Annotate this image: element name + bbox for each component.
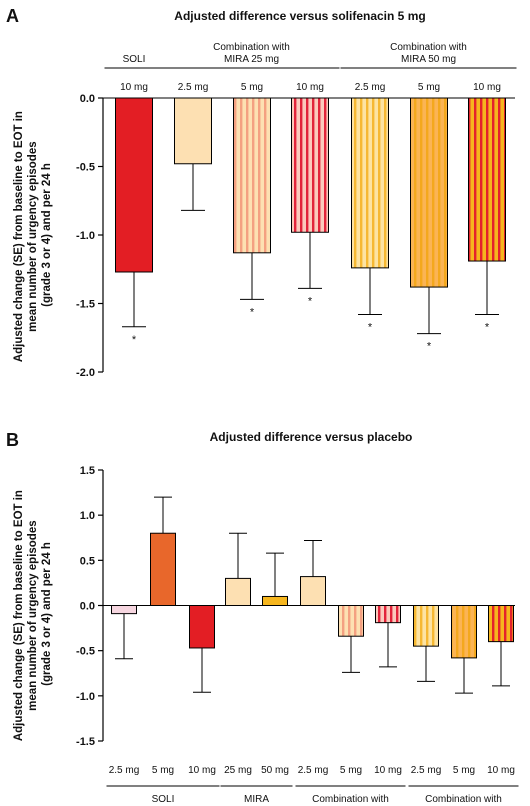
panel-b-y-tick-label: 1.5 [80, 465, 95, 477]
panel-b-bar [225, 577, 251, 607]
panel-a-bar [468, 97, 506, 262]
panel-a-bar [115, 97, 153, 273]
panel-b-dose-label: 10 mg [188, 765, 216, 776]
panel-a-group-label: SOLI [123, 54, 146, 65]
panel-a-bar [233, 97, 271, 254]
panel-b-bar [111, 605, 137, 615]
panel-b-ylabel: Adjusted change (SE) from baseline to EO… [13, 487, 53, 741]
panel-a-title: Adjusted difference versus solifenacin 5… [174, 9, 425, 23]
panel-b-y-tick-label: 0.0 [80, 601, 95, 613]
panel-a-y-tick-label: -1.0 [76, 230, 95, 242]
panel-a-bar [174, 97, 212, 165]
panel-b-y-tick-label: -1.5 [76, 736, 95, 748]
panel-a-dose-label: 5 mg [418, 82, 440, 93]
panel-a-bar [410, 97, 448, 288]
panel-b-dose-label: 25 mg [224, 765, 252, 776]
panel-b-dose-label: 2.5 mg [411, 765, 442, 776]
panel-b-label: B [6, 430, 19, 450]
panel-a-group-label: MIRA 50 mg [401, 54, 456, 65]
panel-b-dose-label: 50 mg [261, 765, 289, 776]
panel-b-bar [451, 605, 477, 659]
panel-a-dose-label: 5 mg [241, 82, 263, 93]
panel-a-group-label: MIRA 25 mg [224, 54, 279, 65]
panel-b-dose-label: 5 mg [453, 765, 475, 776]
panel-b-bar [488, 605, 514, 643]
panel-a-dose-label: 2.5 mg [178, 82, 209, 93]
panel-b-chart: 1.5 1.0 0.5 0.0 -0.5 -1.0 -1.5 2.5 mg 5 mg 10 mg 2… [76, 465, 519, 805]
panel-a-significance-mark: * [368, 321, 373, 333]
panel-a-label: A [6, 6, 19, 26]
panel-a-chart: 0.0 -0.5 -1.0 -1.5 -2.0 * 10 mg 2.5 mg * 5 mg * 10 … [76, 42, 517, 379]
panel-a-significance-mark: * [485, 321, 490, 333]
panel-a-bar [351, 97, 389, 269]
panel-a-y-tick-label: -1.5 [76, 299, 95, 311]
panel-a-y-tick-label: 0.0 [80, 93, 95, 105]
panel-b-title: Adjusted difference versus placebo [210, 430, 413, 444]
panel-b-dose-label: 10 mg [374, 765, 402, 776]
panel-a-dose-label: 10 mg [120, 82, 148, 93]
panel-b-y-tick-label: 1.0 [80, 510, 95, 522]
panel-a-group-label: Combination with [213, 42, 290, 53]
panel-a-y-tick-label: -0.5 [76, 162, 95, 174]
panel-b-dose-label: 2.5 mg [109, 765, 140, 776]
panel-b-y-tick-label: -1.0 [76, 691, 95, 703]
panel-b-y-tick-label: -0.5 [76, 646, 95, 658]
panel-b-group-label: MIRA [244, 794, 269, 805]
panel-b-dose-label: 10 mg [487, 765, 515, 776]
panel-a-ylabel: Adjusted change (SE) from baseline to EO… [13, 108, 53, 362]
panel-b-group-label: SOLI [152, 794, 175, 805]
panel-a-group-label: Combination with [390, 42, 467, 53]
panel-a-dose-label: 10 mg [473, 82, 501, 93]
panel-b-group-label: Combination with [312, 794, 389, 805]
panel-a-significance-mark: * [250, 306, 255, 318]
panel-b-bar [189, 605, 215, 649]
panel-b-dose-label: 5 mg [340, 765, 362, 776]
panel-b-group-label: Combination with [425, 794, 502, 805]
panel-a-significance-mark: * [132, 334, 137, 346]
panel-b-bar [150, 532, 176, 607]
panel-b-bar [375, 605, 401, 624]
panel-b-bar [262, 595, 288, 607]
panel-b-dose-label: 2.5 mg [298, 765, 329, 776]
panel-b-bar [300, 576, 326, 606]
panel-b-y-tick-label: 0.5 [80, 555, 95, 567]
panel-b-bar [413, 605, 439, 647]
panel-a-bar [291, 97, 329, 233]
panel-a-significance-mark: * [427, 341, 432, 353]
panel-a-dose-label: 10 mg [296, 82, 324, 93]
panel-a-significance-mark: * [308, 295, 313, 307]
panel-a-y-tick-label: -2.0 [76, 367, 95, 379]
panel-a-dose-label: 2.5 mg [355, 82, 386, 93]
panel-b-dose-label: 5 mg [152, 765, 174, 776]
panel-b-bar [338, 605, 364, 637]
